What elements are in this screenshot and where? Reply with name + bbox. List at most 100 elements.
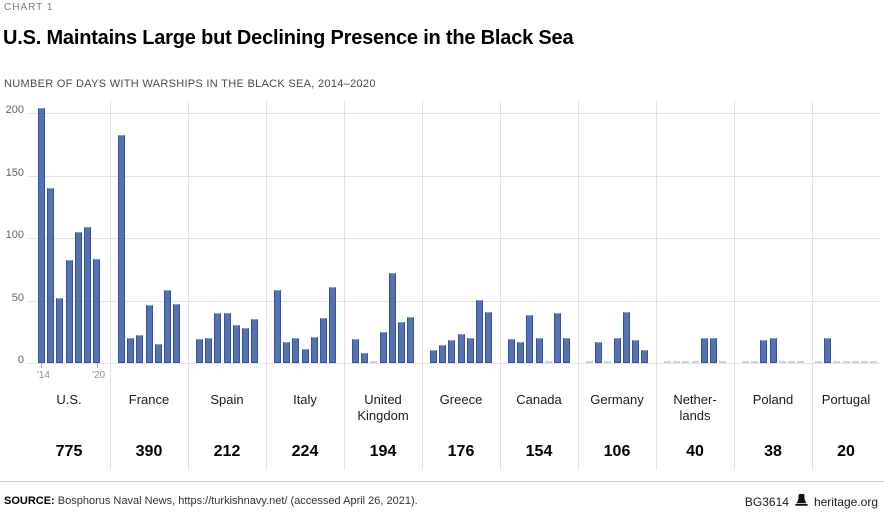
country-label-germany: Germany	[590, 392, 644, 407]
bar-france-2015	[127, 338, 135, 363]
country-total-portugal: 20	[837, 443, 855, 460]
site-name: heritage.org	[813, 495, 878, 509]
bar-italy-2019	[319, 318, 327, 363]
column-separator	[656, 100, 657, 470]
bar-france-2020	[173, 304, 181, 363]
gridline-y-200	[28, 113, 880, 114]
y-axis-label-150: 150	[5, 166, 24, 179]
bar-france-2016	[136, 335, 144, 363]
chart-number-label: CHART 1	[4, 2, 54, 13]
chart-title: U.S. Maintains Large but Declining Prese…	[3, 27, 574, 49]
country-total-spain: 212	[213, 443, 241, 460]
country-label-portugal: Portugal	[821, 392, 871, 407]
column-separator	[422, 100, 423, 470]
bar-united-kingdom-2020	[407, 317, 415, 363]
zero-marker-netherlands-2016	[682, 361, 690, 363]
bar-canada-2017	[535, 338, 543, 363]
zero-marker-poland-2019	[787, 361, 795, 363]
bar-greece-2015	[439, 345, 447, 363]
zero-marker-portugal-2020	[870, 361, 878, 363]
y-axis-label-200: 200	[5, 104, 24, 116]
bar-united-kingdom-2017	[379, 332, 387, 363]
footer-branding: BG3614 heritage.org	[745, 494, 878, 510]
bar-italy-2018	[310, 337, 318, 363]
zero-marker-germany-2016	[604, 361, 612, 363]
column-separator	[500, 100, 501, 470]
bar-poland-2017	[769, 338, 777, 363]
column-separator	[110, 100, 111, 470]
bar-france-2018	[154, 344, 162, 363]
x-tick-2014	[41, 363, 43, 368]
country-label-poland: Poland	[752, 392, 794, 407]
zero-marker-poland-2015	[751, 361, 759, 363]
zero-marker-netherlands-2017	[691, 361, 699, 363]
bar-spain-2017	[223, 313, 231, 363]
zero-marker-poland-2014	[741, 361, 749, 363]
gridline-y-150	[28, 175, 880, 177]
chart-subtitle: NUMBER OF DAYS WITH WARSHIPS IN THE BLAC…	[4, 78, 376, 90]
bar-germany-2017	[613, 338, 621, 363]
bar-united-kingdom-2019	[397, 322, 405, 363]
country-total-united-kingdom: 194	[369, 443, 397, 460]
country-label-spain: Spain	[210, 392, 244, 407]
bar-germany-2015	[595, 342, 603, 363]
x-tick-label-2014: '14	[36, 370, 50, 381]
gridline-y-0	[28, 363, 880, 364]
y-axis-label-100: 100	[5, 229, 24, 241]
bar-spain-2020	[251, 319, 259, 363]
country-label-canada: Canada	[516, 392, 562, 407]
country-label-france: France	[128, 392, 170, 407]
doc-id: BG3614	[744, 495, 789, 509]
bar-greece-2017	[457, 334, 465, 363]
bar-u-s--2018	[74, 232, 82, 363]
country-total-netherlands: 40	[686, 443, 704, 460]
bar-italy-2014	[273, 290, 281, 363]
country-label-united-kingdom: United Kingdom	[357, 392, 409, 423]
column-separator	[578, 100, 579, 470]
bar-spain-2016	[214, 313, 222, 363]
bar-u-s--2014	[37, 108, 45, 363]
bar-u-s--2016	[56, 298, 64, 363]
zero-marker-portugal-2019	[860, 361, 868, 363]
bar-spain-2019	[241, 328, 249, 363]
zero-marker-portugal-2014	[814, 361, 822, 363]
bar-united-kingdom-2018	[388, 273, 396, 363]
bar-germany-2018	[622, 312, 630, 363]
bar-netherlands-2019	[709, 338, 717, 363]
bar-spain-2018	[232, 325, 240, 363]
bar-canada-2019	[553, 313, 561, 363]
column-separator	[188, 100, 189, 470]
zero-marker-netherlands-2020	[719, 361, 727, 363]
bar-italy-2017	[301, 349, 309, 363]
bar-italy-2015	[283, 342, 291, 363]
bar-united-kingdom-2015	[361, 353, 369, 363]
zero-marker-poland-2018	[778, 361, 786, 363]
bar-spain-2015	[205, 338, 213, 363]
zero-marker-united-kingdom-2016	[370, 361, 378, 363]
heritage-bell-icon	[794, 494, 809, 510]
bar-spain-2014	[195, 339, 203, 363]
bar-greece-2014	[429, 350, 437, 363]
column-separator	[812, 100, 813, 470]
y-axis-label-50: 50	[11, 291, 24, 304]
gridline-y-50	[28, 300, 880, 302]
bar-portugal-2015	[824, 338, 832, 363]
country-total-greece: 176	[447, 443, 475, 460]
x-tick-label-2020: '20	[92, 370, 106, 381]
bar-netherlands-2018	[700, 338, 708, 363]
bar-u-s--2019	[83, 227, 91, 363]
footer-divider	[0, 481, 884, 482]
bar-greece-2016	[448, 340, 456, 363]
bar-poland-2016	[760, 340, 768, 363]
bar-u-s--2015	[47, 188, 55, 363]
zero-marker-portugal-2016	[833, 361, 841, 363]
gridline-y-100	[28, 238, 880, 239]
zero-marker-netherlands-2015	[673, 361, 681, 363]
zero-marker-netherlands-2014	[663, 361, 671, 363]
country-label-greece: Greece	[439, 392, 483, 407]
bar-canada-2015	[517, 342, 525, 363]
country-label-u-s-: U.S.	[56, 392, 82, 407]
bar-france-2019	[163, 290, 171, 363]
country-total-canada: 154	[525, 443, 553, 460]
country-label-italy: Italy	[293, 392, 317, 407]
